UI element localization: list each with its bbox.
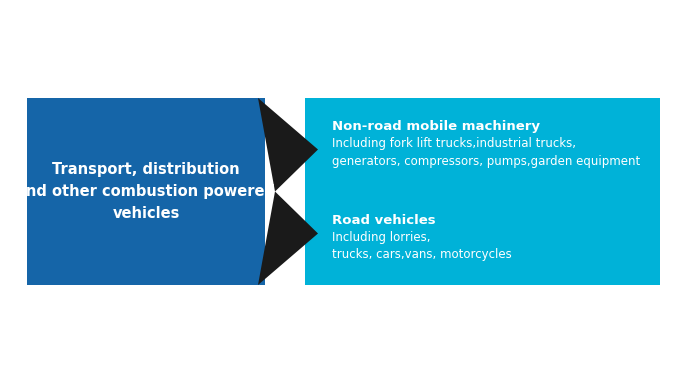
Text: Non-road mobile machinery: Non-road mobile machinery bbox=[332, 120, 540, 133]
Text: Including fork lift trucks,industrial trucks,
generators, compressors, pumps,gar: Including fork lift trucks,industrial tr… bbox=[332, 137, 641, 168]
Bar bbox=[27, 98, 265, 285]
Text: Road vehicles: Road vehicles bbox=[332, 214, 436, 226]
Text: Transport, distribution
and other combustion powered
vehicles: Transport, distribution and other combus… bbox=[16, 162, 275, 221]
Text: Including lorries,
trucks, cars,vans, motorcycles: Including lorries, trucks, cars,vans, mo… bbox=[332, 231, 512, 261]
Polygon shape bbox=[258, 98, 318, 285]
Bar bbox=[305, 98, 660, 285]
